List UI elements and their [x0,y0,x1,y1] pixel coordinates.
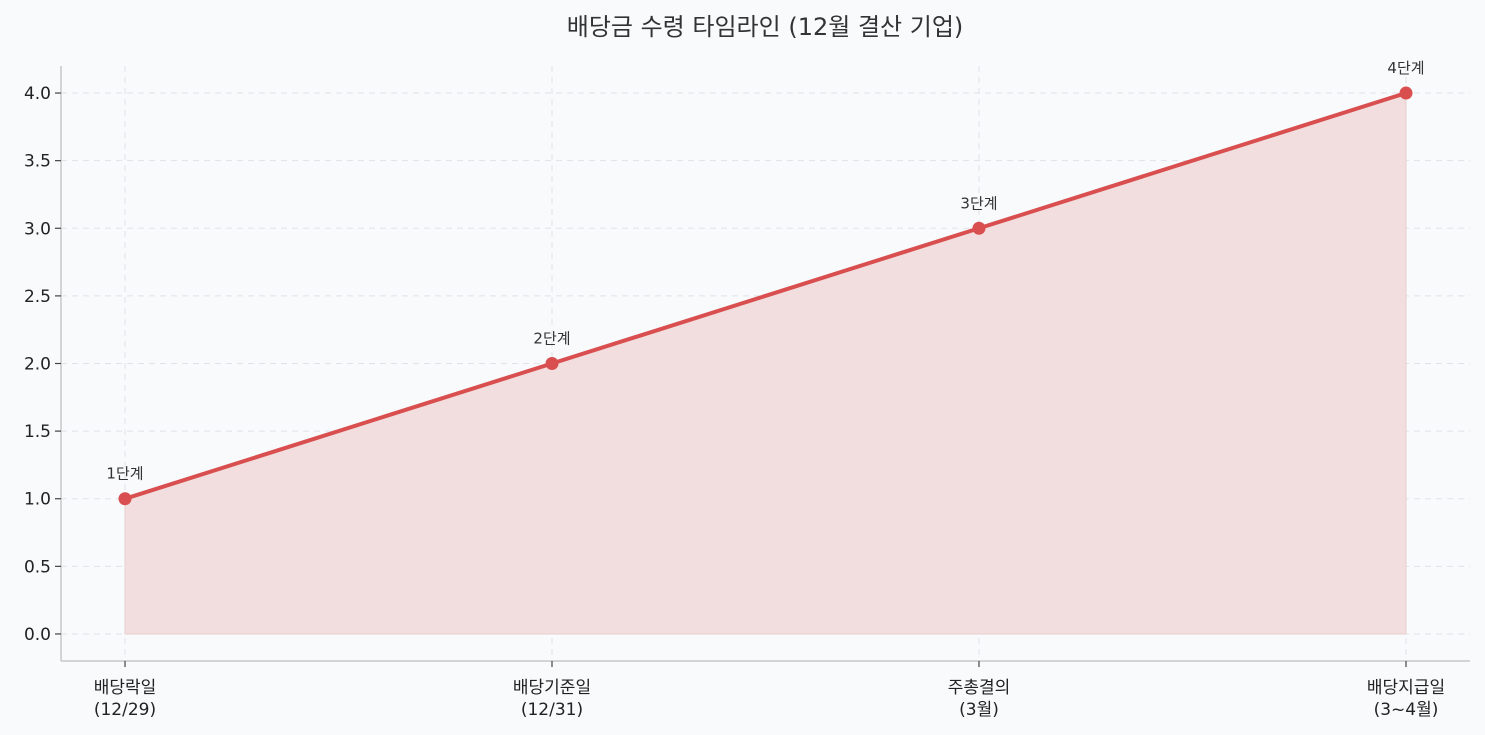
data-label: 3단계 [960,194,997,212]
y-tick-label: 1.0 [24,490,51,510]
series-line [124,91,1407,501]
data-point [972,221,986,235]
data-point [1399,86,1413,100]
x-tick-label: 배당기준일 (12/31) [513,678,591,720]
data-point [545,357,559,370]
y-tick-label: 3.5 [24,152,51,172]
y-tick-label: 1.5 [24,422,51,442]
data-label: 2단계 [533,330,570,348]
point-labels: 1단계 2단계 3단계 4단계 [106,59,1424,483]
y-tick-label: 3.0 [24,219,51,239]
x-tick-label: 배당지급일 (3~4월) [1367,678,1445,720]
series-line-layer [124,91,1407,501]
y-tick-label: 4.0 [24,84,51,104]
data-label: 4단계 [1387,59,1424,77]
y-tick-label: 0.5 [24,557,51,577]
y-tick-label: 0.0 [24,625,51,645]
x-tick-label: 주총결의 (3월) [948,678,1011,720]
x-tick-label: 배당락일 (12/29) [94,678,157,720]
data-point [118,492,132,506]
chart-title: 배당금 수령 타임라인 (12월 결산 기업) [567,13,964,41]
data-points [118,86,1413,506]
ticks: 0.0 0.5 1.0 1.5 2.0 2.5 3.0 3.5 4.0 배당락일 (12/29) 배당… [24,84,1445,720]
y-tick-label: 2.0 [24,355,51,375]
data-label: 1단계 [106,465,143,483]
y-tick-label: 2.5 [24,287,51,307]
